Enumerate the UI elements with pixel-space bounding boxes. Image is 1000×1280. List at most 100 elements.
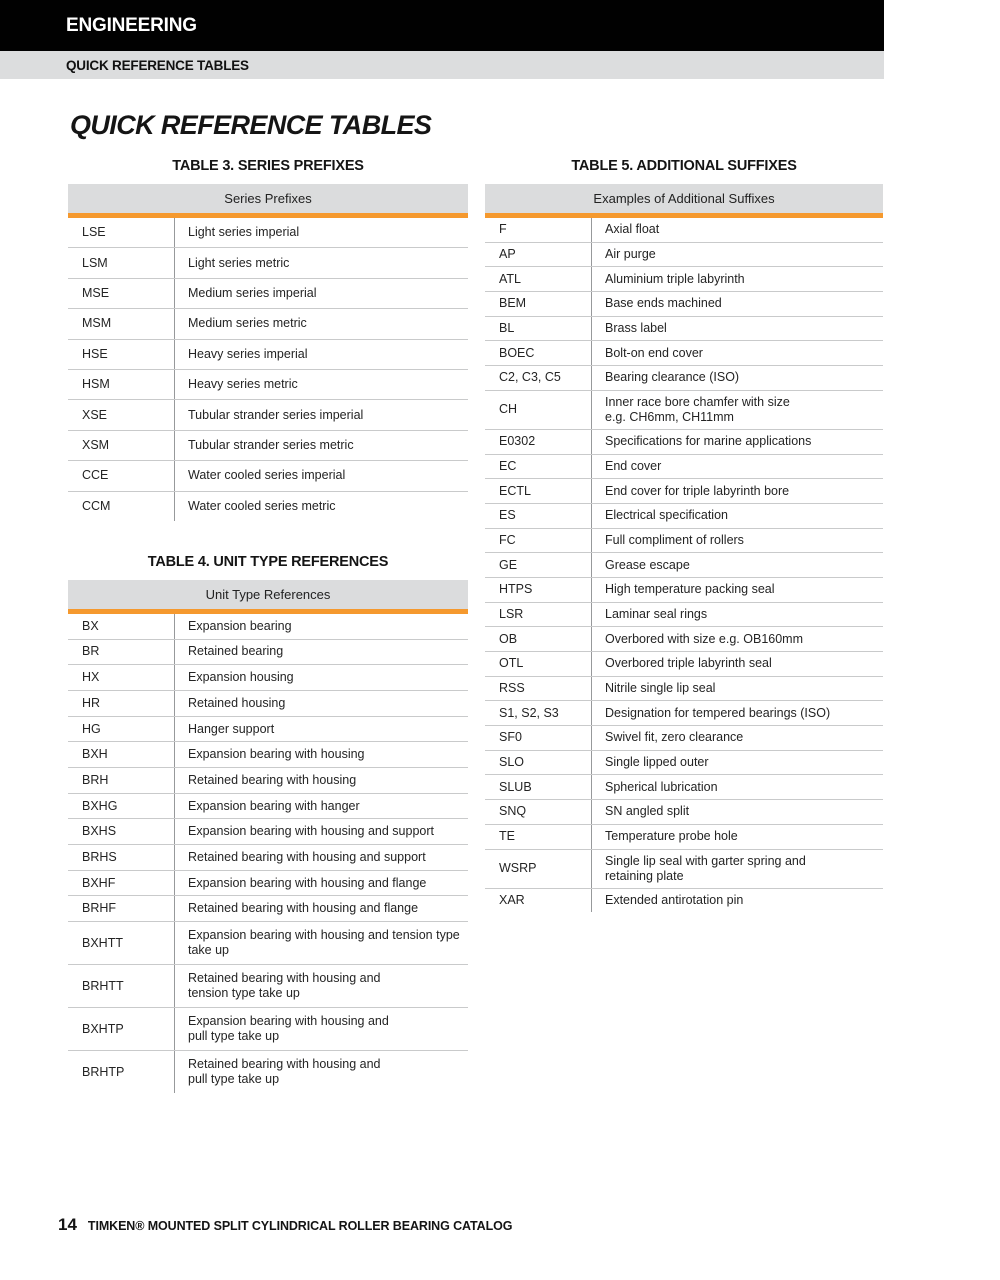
code-cell: E0302: [485, 429, 592, 454]
code-cell: HG: [68, 716, 175, 742]
description-cell: End cover: [605, 458, 662, 473]
code-cell: XAR: [485, 888, 592, 913]
description-cell: Expansion housing: [188, 670, 294, 685]
table-row: C2, C3, C5 Bearing clearance (ISO): [485, 365, 883, 390]
description-cell: Expansion bearing with housing and tensi…: [188, 928, 460, 958]
table4-heading: TABLE 4. UNIT TYPE REFERENCES: [147, 553, 389, 570]
code-cell: OTL: [485, 652, 592, 676]
code-cell: ES: [485, 503, 592, 528]
table-row: WSRP Single lip seal with garter spring a…: [485, 848, 883, 888]
table-row: GE Grease escape: [485, 552, 883, 577]
description-cell: Expansion bearing with housing and suppo…: [188, 824, 435, 839]
table3-heading: TABLE 3. SERIES PREFIXES: [172, 158, 364, 174]
left-column: TABLE 3. SERIES PREFIXES Series Prefixes…: [68, 158, 468, 1094]
code-cell: GE: [485, 553, 592, 577]
table-row: LSR Laminar seal rings: [485, 601, 883, 627]
table-row: BRHTT Retained bearing with housing and t…: [68, 964, 468, 1008]
orange-rule: [68, 608, 468, 614]
additional-suffixes-table: TABLE 5. ADDITIONAL SUFFIXES Examples of…: [485, 158, 883, 913]
code-cell: BXHF: [68, 870, 175, 896]
table-row: BXHTT Expansion bearing with housing and …: [68, 921, 468, 965]
description-cell: Retained bearing: [188, 644, 284, 659]
table-row: BRHS Retained bearing with housing and su…: [68, 844, 468, 870]
table-row: BXHF Expansion bearing with housing and f…: [68, 869, 468, 896]
subsection-banner-label: QUICK REFERENCE TABLES: [66, 57, 249, 73]
description-cell: Overbored triple labyrinth seal: [605, 656, 772, 671]
description-cell: Aluminium triple labyrinth: [605, 271, 745, 286]
code-cell: BX: [68, 613, 175, 639]
table-row: LSM Light series metric: [68, 247, 468, 278]
description-cell: Full compliment of rollers: [605, 532, 744, 547]
code-cell: BRHTP: [68, 1051, 175, 1094]
description-cell: End cover for triple labyrinth bore: [605, 483, 790, 498]
right-column: TABLE 5. ADDITIONAL SUFFIXES Examples of…: [485, 158, 883, 913]
table4-rows: BX Expansion bearing BR Retained bearing HX E…: [68, 613, 468, 1094]
code-cell: CCM: [68, 491, 175, 521]
code-cell: CCE: [68, 461, 175, 491]
code-cell: TE: [485, 824, 592, 849]
code-cell: ATL: [485, 267, 592, 292]
table3-header-bar: Series Prefixes: [68, 184, 468, 213]
table-row: SNQ SN angled split: [485, 799, 883, 824]
code-cell: SLO: [485, 750, 592, 775]
description-cell: Medium series metric: [188, 316, 307, 331]
description-cell: Grease escape: [605, 557, 690, 572]
table-row: BRHTP Retained bearing with housing and p…: [68, 1050, 468, 1094]
description-cell: Expansion bearing with housing and flang…: [188, 875, 427, 890]
code-cell: S1, S2, S3: [485, 701, 592, 726]
code-cell: ECTL: [485, 479, 592, 503]
section-banner-label: ENGINEERING: [66, 14, 197, 36]
description-cell: Expansion bearing with housing: [188, 747, 365, 762]
code-cell: HX: [68, 665, 175, 690]
orange-rule: [485, 213, 883, 218]
description-cell: Laminar seal rings: [605, 606, 708, 621]
table-row: AP Air purge: [485, 241, 883, 267]
table-row: MSE Medium series imperial: [68, 277, 468, 309]
description-cell: Extended antirotation pin: [605, 892, 744, 907]
table-row: BX Expansion bearing: [68, 613, 468, 639]
code-cell: C2, C3, C5: [485, 366, 592, 390]
code-cell: RSS: [485, 676, 592, 701]
description-cell: Air purge: [605, 247, 656, 262]
description-cell: Water cooled series metric: [188, 498, 336, 513]
description-cell: Axial float: [605, 222, 660, 237]
table5-header-bar: Examples of Additional Suffixes: [485, 184, 883, 213]
table-row: SLO Single lipped outer: [485, 749, 883, 775]
subsection-banner: QUICK REFERENCE TABLES: [0, 51, 884, 79]
table-row: CCE Water cooled series imperial: [68, 460, 468, 491]
code-cell: OB: [485, 627, 592, 651]
code-cell: BXH: [68, 742, 175, 768]
table-row: EC End cover: [485, 453, 883, 479]
description-cell: Retained bearing with housing and flange: [188, 901, 419, 916]
table-row: SF0 Swivel fit, zero clearance: [485, 725, 883, 750]
table4-header-bar: Unit Type References: [68, 579, 468, 609]
table-row: OTL Overbored triple labyrinth seal: [485, 651, 883, 676]
code-cell: EC: [485, 454, 592, 479]
code-cell: HR: [68, 690, 175, 716]
section-banner: ENGINEERING: [0, 0, 884, 51]
description-cell: Retained housing: [188, 695, 286, 710]
code-cell: BXHS: [68, 819, 175, 845]
table5-rows: F Axial float AP Air purge ATL Aluminium trip…: [485, 218, 883, 913]
code-cell: BRH: [68, 768, 175, 793]
description-cell: Overbored with size e.g. OB160mm: [605, 631, 803, 646]
description-cell: Retained bearing with housing: [188, 772, 357, 787]
table-row: HSM Heavy series metric: [68, 368, 468, 400]
description-cell: Single lip seal with garter spring and r…: [605, 853, 806, 883]
code-cell: CH: [485, 390, 592, 429]
description-cell: Base ends machined: [605, 296, 722, 311]
code-cell: HSE: [68, 339, 175, 369]
table-row: BXHG Expansion bearing with hanger: [68, 792, 468, 819]
description-cell: Bearing clearance (ISO): [605, 370, 740, 385]
table-row: HG Hanger support: [68, 715, 468, 742]
table-row: HX Expansion housing: [68, 664, 468, 690]
description-cell: Temperature probe hole: [605, 829, 738, 844]
table-row: BXHS Expansion bearing with housing and s…: [68, 818, 468, 845]
code-cell: AP: [485, 242, 592, 267]
description-cell: Heavy series imperial: [188, 346, 308, 361]
description-cell: Expansion bearing with hanger: [188, 798, 360, 813]
code-cell: MSM: [68, 309, 175, 339]
table-row: FC Full compliment of rollers: [485, 527, 883, 553]
description-cell: SN angled split: [605, 804, 690, 819]
code-cell: BRHS: [68, 845, 175, 870]
